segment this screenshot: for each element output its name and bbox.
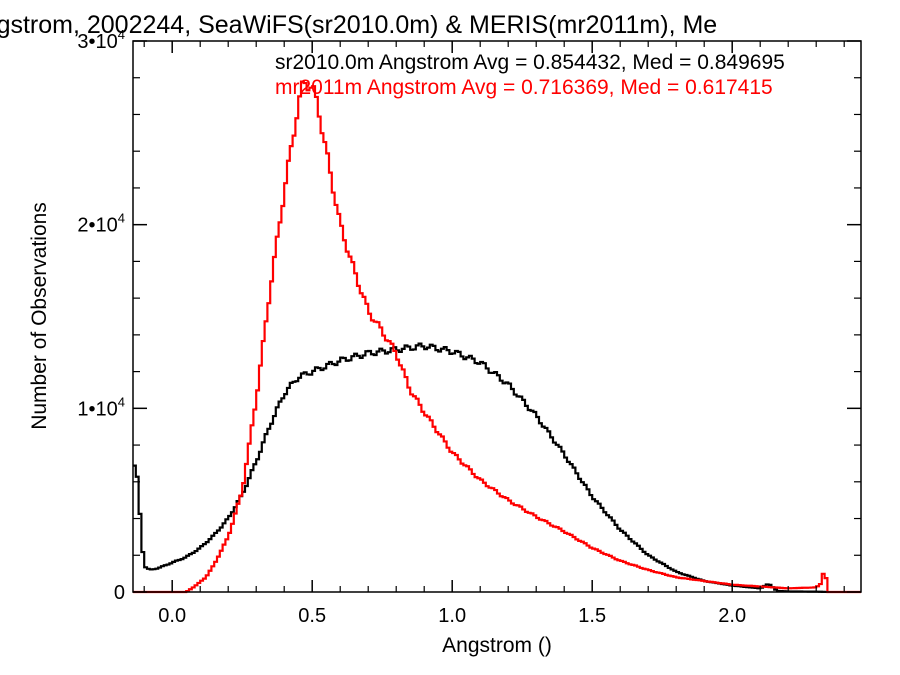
chart-title: Angstrom, 2002244, SeaWiFS(sr2010.0m) & …: [0, 11, 717, 39]
y-tick-label: 0: [114, 582, 125, 604]
x-tick-label: 0.5: [298, 605, 326, 627]
y-tick-label: 1•104: [77, 394, 125, 420]
x-tick-label: 0.0: [158, 605, 186, 627]
y-axis-label: Number of Observations: [28, 202, 51, 430]
x-axis: 0.0 0.5 1.0 1.5 2.0: [143, 41, 845, 627]
y-tick-label: 2•104: [77, 211, 125, 237]
series-line-2: [133, 80, 861, 594]
series-line-1: [133, 342, 828, 594]
x-tick-label: 2.0: [718, 605, 746, 627]
y-axis: 0 1•104 2•104 3•104: [77, 27, 861, 604]
y-tick-label: 3•104: [77, 27, 125, 53]
legend-annotations: sr2010.0m Angstrom Avg = 0.854432, Med =…: [275, 51, 785, 99]
plot-frame: [132, 40, 862, 593]
x-axis-label: Angstrom (): [442, 634, 552, 657]
x-tick-label: 1.0: [438, 605, 466, 627]
x-tick-label: 1.5: [578, 605, 606, 627]
plot-content: [133, 80, 861, 594]
legend-entry-2: mr2011m Angstrom Avg = 0.716369, Med = 0…: [275, 76, 773, 99]
legend-entry-1: sr2010.0m Angstrom Avg = 0.854432, Med =…: [275, 51, 785, 74]
